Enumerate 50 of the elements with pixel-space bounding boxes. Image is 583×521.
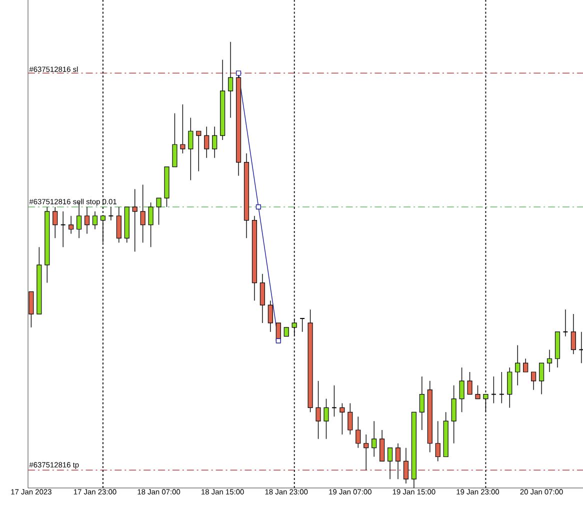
candlestick	[395, 443, 401, 480]
candlestick	[52, 206, 58, 239]
candlestick	[388, 447, 393, 480]
candlestick	[196, 130, 202, 172]
candlestick	[562, 309, 568, 337]
candlestick	[132, 188, 138, 252]
candlestick	[60, 211, 66, 248]
candlestick	[340, 402, 345, 435]
candlestick	[539, 362, 544, 395]
candlestick	[403, 447, 409, 484]
candlestick	[467, 372, 472, 395]
candlestick	[188, 117, 194, 181]
candlestick	[435, 420, 440, 462]
candlestick	[268, 300, 273, 332]
candlestick	[116, 206, 122, 243]
candlestick	[68, 216, 74, 234]
candlestick	[260, 274, 265, 324]
candlestick	[228, 42, 234, 118]
candlestick	[419, 376, 424, 430]
candlestick	[212, 126, 218, 158]
candlestick	[515, 344, 520, 386]
candlestick	[316, 380, 321, 440]
candlestick	[204, 126, 210, 158]
candlestick	[507, 367, 512, 408]
candlestick	[84, 206, 90, 234]
candlestick	[108, 206, 114, 221]
candlestick	[459, 367, 464, 412]
candlestick	[180, 104, 186, 154]
candlestick	[475, 385, 480, 400]
candlestick	[570, 314, 576, 355]
candlestick	[92, 211, 98, 230]
candlestick	[546, 349, 552, 372]
candlestick	[148, 202, 154, 248]
candlestick	[364, 434, 369, 470]
candlestick	[331, 385, 337, 417]
candlestick	[578, 332, 583, 364]
candlestick	[172, 112, 178, 168]
candlestick	[380, 430, 385, 462]
candlestick	[348, 402, 353, 435]
candlestick	[523, 358, 528, 372]
candlestick	[490, 376, 496, 404]
candlestick	[356, 416, 361, 448]
candlestick	[156, 198, 162, 226]
candlestick	[140, 184, 146, 243]
candlestick	[451, 385, 456, 444]
candlestick	[300, 318, 306, 332]
candlestick	[372, 420, 377, 458]
candlestick	[498, 372, 504, 404]
candlestick	[324, 398, 329, 440]
candlestick	[531, 372, 536, 390]
